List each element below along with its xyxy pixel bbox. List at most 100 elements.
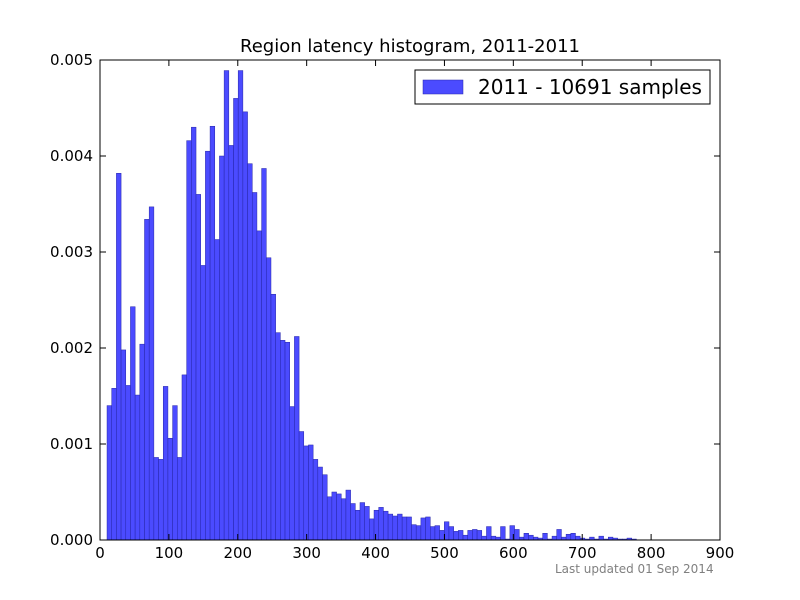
histogram-bar [476, 530, 483, 541]
histogram-bar [373, 509, 379, 541]
histogram-bar [387, 513, 394, 541]
histogram-bar [233, 98, 239, 541]
x-tick-label: 0 [95, 544, 105, 562]
histogram-bar [312, 459, 319, 541]
histogram-bar [598, 535, 604, 541]
histogram-bar [162, 386, 169, 541]
histogram-bar [359, 502, 365, 541]
histogram-bar [158, 459, 164, 541]
histogram-bar [186, 140, 192, 541]
histogram-bar [326, 496, 333, 541]
histogram-bar [144, 219, 150, 541]
histogram-bar [237, 70, 244, 541]
histogram-bar [289, 406, 295, 541]
bars-layer [106, 70, 637, 541]
histogram-bar [528, 534, 534, 541]
histogram-bar [125, 385, 131, 541]
y-tick-label: 0.000 [50, 531, 93, 549]
histogram-bar [106, 405, 112, 541]
histogram-bar [322, 474, 328, 541]
histogram-bar [420, 517, 426, 541]
histogram-bar [139, 343, 145, 541]
histogram-bar [294, 336, 300, 541]
histogram-bar [481, 535, 487, 541]
x-tick-label: 300 [292, 544, 321, 562]
histogram-bar [228, 145, 234, 541]
histogram-bar [397, 513, 403, 541]
histogram-bar [120, 349, 127, 541]
histogram-bar [448, 526, 454, 541]
histogram-bar [223, 70, 230, 541]
histogram-bar [251, 192, 258, 541]
histogram-bar [378, 507, 384, 541]
x-tick-label: 800 [637, 544, 666, 562]
histogram-bar [336, 493, 342, 541]
histogram-bar [467, 530, 473, 541]
histogram-bar [425, 516, 431, 541]
histogram-bar [383, 510, 389, 541]
histogram-bar [462, 534, 468, 541]
histogram-bar [575, 535, 581, 541]
histogram-bar [430, 526, 436, 541]
legend-swatch [422, 79, 464, 95]
histogram-bar [444, 521, 450, 541]
histogram-bar [355, 509, 361, 541]
histogram-bar [415, 525, 422, 541]
histogram-bar [261, 168, 267, 541]
histogram-bar [195, 194, 201, 541]
histogram-bar [453, 531, 459, 541]
histogram-bar [275, 332, 281, 541]
histogram-bar [247, 163, 253, 541]
plot-frame [99, 59, 721, 541]
histogram-bar [242, 111, 248, 541]
histogram-bar [551, 535, 557, 541]
histogram-bar [317, 466, 323, 541]
histogram-bar [280, 340, 286, 541]
histogram-bar [350, 503, 356, 541]
histogram-bar [167, 437, 173, 541]
histogram-bar [219, 155, 225, 541]
histogram-bar [214, 239, 220, 541]
histogram-bar [200, 265, 206, 541]
last-updated-footer: Last updated 01 Sep 2014 [555, 562, 714, 576]
y-tick-label: 0.001 [50, 435, 93, 453]
y-tick-label: 0.003 [50, 243, 93, 261]
legend-label: 2011 - 10691 samples [478, 75, 702, 99]
histogram-bar [439, 530, 445, 541]
histogram-bar [500, 526, 506, 541]
x-tick-label: 100 [155, 544, 184, 562]
histogram-bar [542, 533, 548, 541]
histogram-bar [556, 529, 562, 541]
histogram-bar [205, 150, 211, 541]
x-tick-label: 900 [706, 544, 735, 562]
y-tick-label: 0.002 [50, 339, 93, 357]
histogram-bar [458, 530, 464, 541]
x-tick-label: 200 [223, 544, 252, 562]
histogram-bar [134, 394, 141, 541]
histogram-bar [392, 515, 398, 541]
histogram-bar [364, 506, 370, 541]
histogram-bar [298, 431, 305, 541]
histogram-bar [565, 533, 572, 541]
histogram-bar [406, 516, 412, 541]
legend: 2011 - 10691 samples [414, 69, 711, 105]
chart-title: Region latency histogram, 2011-2011 [240, 36, 580, 57]
y-tick-label: 0.005 [50, 51, 93, 69]
x-tick-label: 700 [568, 544, 597, 562]
histogram-bar [331, 491, 337, 541]
histogram-bar [172, 405, 178, 541]
histogram-bar [345, 489, 351, 541]
histogram-bar [401, 516, 408, 541]
histogram-bar [256, 230, 262, 541]
histogram-bar [490, 535, 497, 541]
x-tick-label: 400 [361, 544, 390, 562]
histogram-bar [308, 444, 314, 541]
histogram-bar [509, 525, 515, 541]
histogram-bar [340, 498, 347, 541]
histogram-bar [486, 526, 492, 541]
histogram-bar [434, 525, 440, 541]
legend-box [414, 69, 711, 105]
y-tick-label: 0.004 [50, 147, 93, 165]
x-tick-label: 600 [499, 544, 528, 562]
